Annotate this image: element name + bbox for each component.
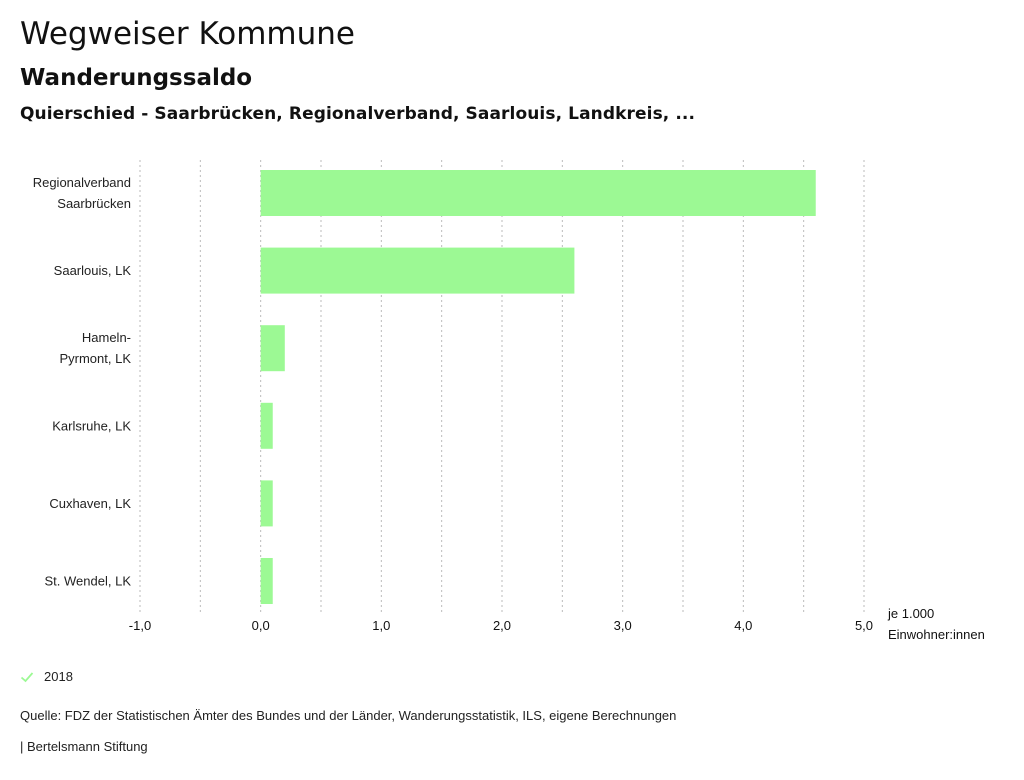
category-label: Saarlouis, LK [54, 263, 132, 278]
page-title: Wegweiser Kommune [20, 16, 355, 52]
legend-label: 2018 [44, 669, 73, 684]
x-tick-label: 5,0 [855, 618, 873, 633]
credit-note: | Bertelsmann Stiftung [20, 739, 148, 754]
bar[interactable] [260, 325, 285, 372]
legend-item-2018[interactable]: 2018 [20, 669, 73, 684]
x-tick-label: 1,0 [372, 618, 390, 633]
chart-subtitle: Wanderungssaldo [20, 65, 253, 91]
check-icon [20, 671, 34, 682]
bar-chart: Regionalverband Saarbrücken Saarlouis, LK H… [33, 160, 985, 642]
category-label: Cuxhaven, LK [49, 496, 131, 511]
category-label: St. Wendel, LK [45, 574, 132, 589]
bar[interactable] [260, 402, 273, 449]
category-label: Regionalverband Saarbrücken [33, 175, 131, 211]
gridlines [139, 160, 865, 612]
bar[interactable] [260, 170, 816, 216]
x-tick-label: 2,0 [493, 618, 511, 633]
x-tick-labels: -1,0 0,0 1,0 2,0 3,0 4,0 5,0 [129, 618, 873, 633]
bar[interactable] [260, 480, 273, 527]
x-tick-label: -1,0 [129, 618, 151, 633]
unit-label-line: je 1.000 [887, 606, 934, 621]
unit-label-line: Einwohner:innen [888, 627, 985, 642]
category-labels: Regionalverband Saarbrücken Saarlouis, LK H… [33, 175, 132, 589]
bars [260, 170, 816, 604]
category-label: Hameln-Pyrmont, LK [59, 330, 131, 366]
source-note: Quelle: FDZ der Statistischen Ämter des … [20, 708, 677, 723]
bar[interactable] [260, 247, 575, 294]
category-label: Karlsruhe, LK [52, 418, 131, 433]
x-tick-label: 0,0 [252, 618, 270, 633]
region-list: Quierschied - Saarbrücken, Regionalverba… [20, 104, 696, 124]
x-tick-label: 3,0 [614, 618, 632, 633]
x-tick-label: 4,0 [734, 618, 752, 633]
x-axis-unit-label: je 1.000 Einwohner:innen [887, 606, 985, 642]
bar[interactable] [260, 558, 273, 604]
